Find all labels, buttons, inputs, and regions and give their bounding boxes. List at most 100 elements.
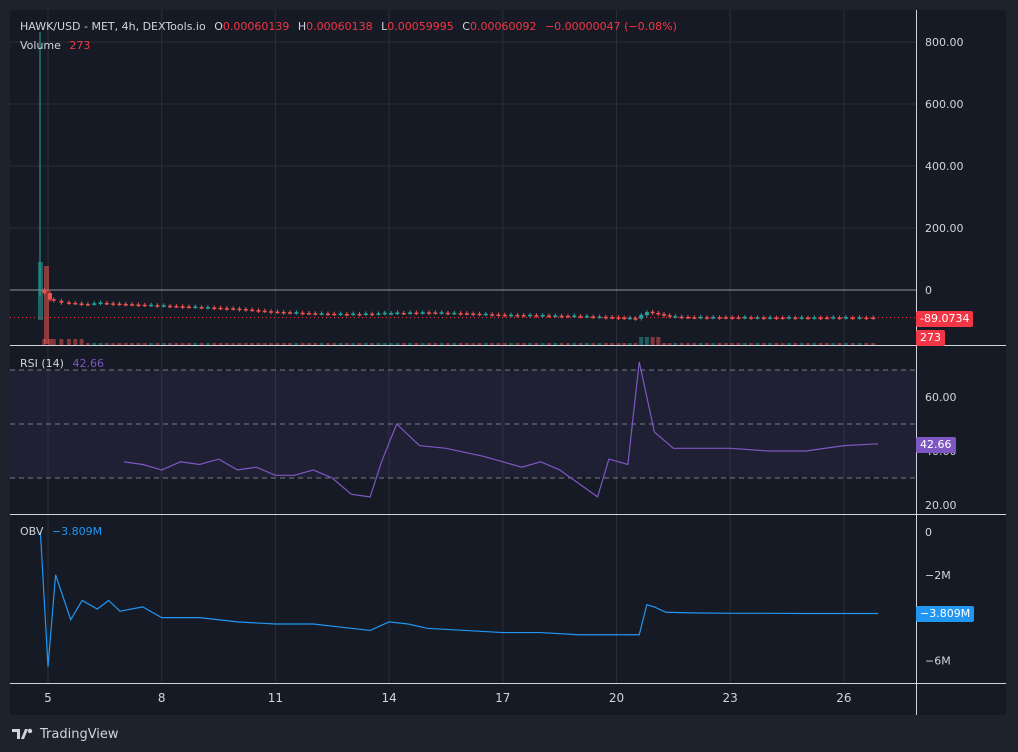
candle-body: [509, 314, 514, 317]
volume-bar: [483, 343, 488, 345]
volume-bar: [755, 343, 760, 345]
volume-bar: [572, 343, 577, 345]
candle-body: [730, 317, 735, 319]
volume-bar: [281, 343, 286, 345]
volume-bar: [66, 339, 71, 345]
candle-body: [477, 313, 482, 316]
volume-bar: [111, 343, 116, 345]
volume-bar: [610, 343, 615, 345]
volume-bar: [627, 343, 632, 345]
volume-bar: [661, 343, 666, 345]
volume-bar: [98, 343, 103, 345]
volume-bar: [389, 343, 394, 345]
volume-bar: [534, 343, 539, 345]
volume-bar: [843, 343, 848, 345]
candle-body: [363, 313, 368, 315]
volume-bar: [644, 337, 649, 345]
volume-bar: [300, 343, 305, 345]
volume-bar: [357, 343, 362, 345]
candle-body: [98, 302, 103, 305]
volume-bar: [363, 343, 368, 345]
candle-body: [427, 312, 431, 314]
candle-body: [281, 311, 286, 314]
volume-bar: [433, 343, 438, 345]
candle-body: [250, 309, 255, 312]
volume-bar: [256, 343, 261, 345]
volume-bar: [749, 343, 754, 345]
rsi-pane: [10, 361, 916, 498]
candle-body: [584, 315, 589, 318]
volume-bar: [565, 343, 570, 345]
candle-body: [237, 308, 242, 311]
candle-body: [389, 313, 394, 315]
chart-canvas[interactable]: 5 8 11 14 17 20 23 26 800.00 600.00 400.00 200.00 0 6…: [10, 10, 1006, 715]
candle-body: [306, 312, 311, 315]
volume-bar: [471, 343, 476, 345]
volume-bar: [871, 343, 876, 345]
volume-bar: [812, 343, 817, 345]
volume-bar: [313, 343, 318, 345]
volume-bar: [186, 343, 191, 345]
volume-bar: [509, 343, 514, 345]
ohlc-legend: HAWK/USD - MET, 4h, DEXTools.io O0.00060…: [20, 20, 682, 33]
volume-bar: [711, 343, 716, 345]
volume-bar: [559, 343, 564, 345]
volume-bar: [857, 343, 862, 345]
x-tick-label: 8: [158, 691, 166, 705]
volume-bar: [294, 343, 299, 345]
candle-body: [717, 317, 722, 319]
volume-bar: [553, 343, 558, 345]
rsi-legend[interactable]: RSI (14) 42.66: [20, 357, 109, 370]
tradingview-footer[interactable]: TradingView: [12, 724, 119, 744]
candle-body: [622, 317, 627, 320]
volume-bar: [685, 343, 690, 345]
volume-bar: [528, 343, 533, 345]
rsi-label: RSI (14): [20, 357, 64, 370]
candle-body: [824, 317, 829, 320]
chart-axes: 5 8 11 14 17 20 23 26 800.00 600.00 400.00 200.00 0 6…: [10, 10, 1006, 715]
candle-body: [787, 317, 792, 319]
candle-body: [433, 312, 438, 314]
volume-bar: [477, 343, 482, 345]
candle-body: [351, 313, 356, 316]
volume-bar: [370, 343, 375, 345]
open-label: O: [214, 20, 223, 33]
candle-body: [644, 312, 649, 316]
candle-body: [627, 317, 632, 320]
candle-body: [212, 307, 217, 310]
volume-bar: [603, 343, 608, 345]
volume-bar: [243, 343, 248, 345]
volume-bar: [382, 343, 387, 345]
volume-bar: [679, 343, 684, 345]
candle-body: [806, 317, 810, 320]
volume-bar: [656, 337, 661, 345]
volume-bar: [48, 339, 52, 345]
volume-bar: [142, 343, 147, 345]
volume-bar: [692, 343, 697, 345]
candle-body: [161, 305, 166, 307]
candle-body: [445, 312, 450, 315]
volume-bar: [597, 343, 602, 345]
open-value: 0.00060139: [222, 20, 290, 33]
symbol-label[interactable]: HAWK/USD - MET, 4h, DEXTools.io: [20, 20, 206, 33]
candle-body: [673, 316, 678, 318]
candle-body: [591, 316, 596, 318]
volume-bar: [787, 343, 792, 345]
candle-body: [269, 311, 274, 313]
candle-body: [633, 318, 638, 320]
candle-body: [186, 306, 191, 309]
candle-body: [256, 310, 261, 312]
obv-legend[interactable]: OBV −3.809M: [20, 525, 107, 538]
volume-bar: [262, 343, 267, 345]
volume-bar: [850, 343, 855, 345]
candle-body: [774, 317, 779, 320]
candle-body: [768, 317, 773, 319]
volume-bar: [742, 343, 747, 345]
volume-legend[interactable]: Volume 273: [20, 39, 95, 52]
candle-body: [711, 317, 716, 319]
volume-bar: [136, 343, 141, 345]
volume-bar: [761, 343, 766, 345]
candle-body: [483, 313, 488, 316]
candle-body: [42, 290, 47, 293]
volume-bar: [698, 343, 703, 345]
